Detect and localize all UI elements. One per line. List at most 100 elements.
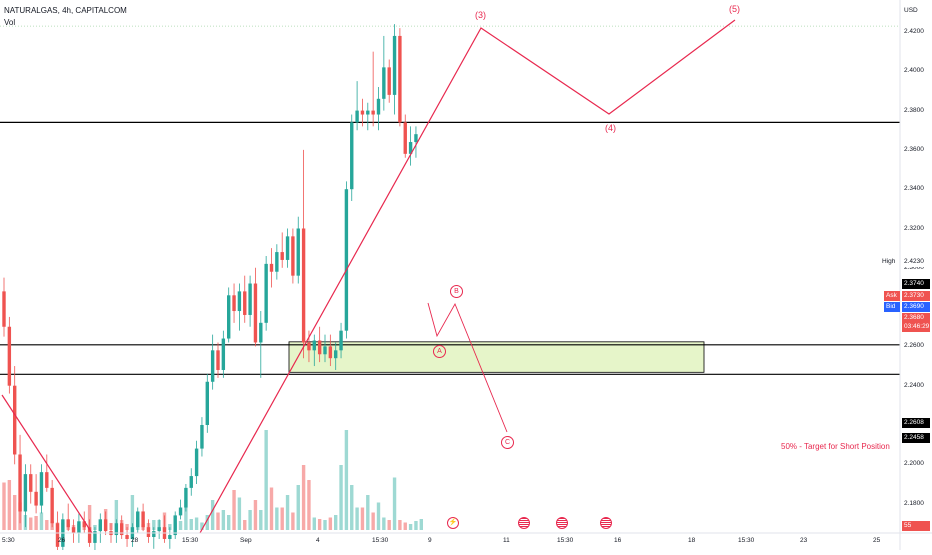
candle-body [103,519,108,532]
x-tick-label: 15:30 [182,537,199,544]
candle-body [285,236,290,260]
candles [2,24,418,553]
candle-body [93,531,97,543]
volume-bar [419,519,423,530]
volume-bar [114,500,119,530]
candle-body [13,385,17,455]
candle-body [403,122,407,154]
volume-bar [210,500,215,530]
candle-body [350,122,354,190]
candle-body [7,326,12,386]
y-tick-label: 2.3600 [904,145,924,153]
candle-body [184,487,188,508]
volume-bar [355,507,359,530]
volume-bar [312,517,316,530]
volume-bar [178,521,183,530]
candle-body [18,454,22,512]
candle-body [280,252,284,260]
y-tick-label: 2.3200 [904,224,924,232]
us-flag-event-icon[interactable] [518,517,530,529]
volume-bar [269,487,274,530]
candle-body [39,472,44,506]
candle-body [55,523,60,547]
us-flag-event-icon[interactable] [600,517,612,529]
symbol-title[interactable]: NATURALGAS, 4h, CAPITALCOM [4,6,127,15]
candle-body [355,110,359,123]
candle-body [205,381,209,425]
candle-body [243,291,247,315]
candle-body [414,134,418,143]
volume-bar [237,497,242,530]
lightning-icon[interactable]: ⚡ [447,517,459,529]
x-tick-label: 5:30 [2,537,15,544]
x-tick-label: 23 [800,537,808,544]
volume-bar [387,520,391,530]
volume-bar [232,490,236,530]
volume-bars [2,430,423,530]
volume-bar [39,512,44,530]
level-top-price-label: 2.3740 [902,279,930,289]
us-flag-event-icon[interactable] [556,517,568,529]
candle-body [157,527,161,532]
wave-label-5: (5) [729,4,740,14]
candle-body [2,291,6,327]
candle-body [173,515,177,536]
candle-body [120,523,124,536]
zone-bottom-price-label: 2.2458 [902,433,930,443]
volume-bar [152,520,156,530]
candle-body [334,350,338,359]
volume-bar [29,517,33,530]
candle-body [125,535,129,539]
candle-body [301,228,306,343]
volume-bar [382,517,386,530]
volume-bar [205,515,209,530]
candle-body [146,527,151,538]
volume-bar [360,507,365,530]
candle-body [248,283,252,315]
elliott-wave-lines [1,19,736,534]
volume-bar [194,517,199,530]
y-tick-label: 2.2400 [904,381,924,389]
volume-bar [125,524,129,530]
volume-bar [253,500,258,530]
candle-body [259,322,263,343]
candle-body [71,527,76,534]
candle-body [189,476,193,488]
candle-body [136,511,140,528]
x-tick-label: 4 [316,537,320,544]
countdown-label: 03:46:29 [902,322,930,332]
y-tick-label: 2.3800 [904,106,924,114]
candle-body [275,252,279,272]
x-tick-label: 28 [131,537,139,544]
volume-bar [45,520,49,530]
candle-body [387,67,391,95]
volume-bar [371,512,375,530]
volume-bar [376,502,381,530]
candle-body [23,474,28,512]
candle-body [253,283,258,343]
currency-label: USD [904,7,918,14]
candle-body [141,511,145,528]
candle-body [382,67,386,99]
candle-body [366,110,370,115]
candle-body [114,523,119,536]
candle-body [216,350,220,370]
correction-abc-line [427,302,508,433]
y-tick-label: 2.3000 [904,263,924,271]
volume-bar [189,519,193,530]
y-tick-label: 2.1800 [904,499,924,507]
bid-text-label: Bid [884,302,900,312]
y-tick-label: 2.2600 [904,342,924,350]
last-price-label: 2.3680 [902,313,930,323]
volume-bar [2,482,6,530]
candle-body [360,110,365,115]
volume-bar [317,519,322,530]
candle-body [296,228,300,276]
volume-bar [285,495,290,530]
bid-price-label: 2.3690 [902,302,930,312]
volume-bar [248,510,252,530]
x-tick-label: 16 [614,537,622,544]
volume-bar [275,507,279,530]
ask-text-label: Ask [884,291,900,301]
